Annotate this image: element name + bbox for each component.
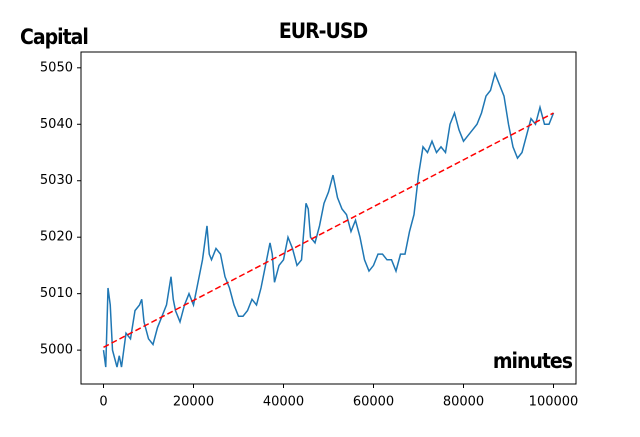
y-tick-label: 5040 — [40, 117, 73, 132]
y-tick-label: 5020 — [40, 230, 73, 245]
y-tick-label: 5010 — [40, 286, 73, 301]
y-axis-label: Capital — [20, 25, 88, 49]
x-tick-label: 100000 — [529, 395, 579, 410]
y-tick-label: 5050 — [40, 60, 73, 75]
y-tick-label: 5030 — [40, 173, 73, 188]
x-tick-label: 80000 — [443, 395, 484, 410]
x-tick-label: 60000 — [353, 395, 394, 410]
x-tick-label: 20000 — [173, 395, 214, 410]
x-tick-label: 0 — [99, 395, 107, 410]
data-line — [102, 71, 555, 368]
x-axis-label: minutes — [493, 349, 573, 373]
chart-title: EUR-USD — [279, 19, 368, 43]
x-tick-label: 40000 — [263, 395, 304, 410]
y-tick-label: 5000 — [40, 343, 73, 358]
plot-frame — [80, 51, 577, 385]
trend-line — [103, 112, 554, 348]
